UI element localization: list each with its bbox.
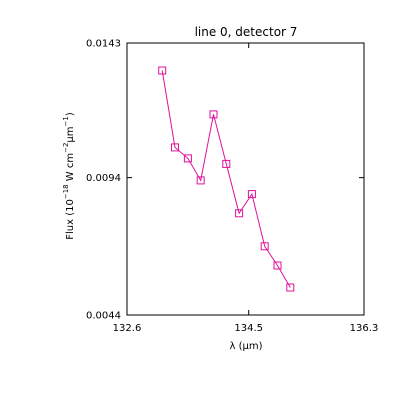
data-point-marker [273, 261, 282, 270]
y-tick-label: 0.0094 [86, 173, 121, 184]
y-axis-label-prefix: Flux (10 [65, 199, 76, 240]
y-tick-label: 0.0143 [86, 39, 121, 50]
data-point-marker [209, 110, 218, 119]
data-point-marker [247, 190, 256, 199]
y-axis-label-sup-1: −18 [62, 184, 70, 199]
data-point-marker [183, 154, 192, 163]
data-point-marker [171, 143, 179, 152]
series-line [161, 70, 291, 288]
chart-title: line 0, detector 7 [195, 25, 298, 39]
y-axis-label-sup-2: −2 [62, 143, 70, 153]
data-point-marker [260, 242, 269, 251]
x-axis-label: λ (μm) [229, 341, 262, 352]
y-axis-label-sup-3: −1 [62, 116, 70, 126]
x-tick-label: 134.5 [234, 323, 263, 334]
data-point-marker [222, 159, 231, 168]
plot-frame [126, 42, 365, 316]
data-point-marker [196, 176, 205, 185]
y-axis-label-units-2: μm [65, 126, 76, 142]
y-axis-label-units-1: W cm [65, 153, 76, 184]
plot-series [158, 66, 295, 292]
x-tick-label: 136.3 [350, 323, 379, 334]
data-point-marker [235, 209, 244, 218]
y-axis-label: Flux (10−18 W cm−2μm−1) [62, 112, 76, 240]
data-point-marker [158, 66, 167, 75]
x-tick-label: 132.6 [113, 323, 142, 334]
data-point-marker [286, 283, 295, 292]
y-tick-label: 0.0044 [86, 311, 121, 322]
y-axis-label-suffix: ) [65, 112, 76, 116]
